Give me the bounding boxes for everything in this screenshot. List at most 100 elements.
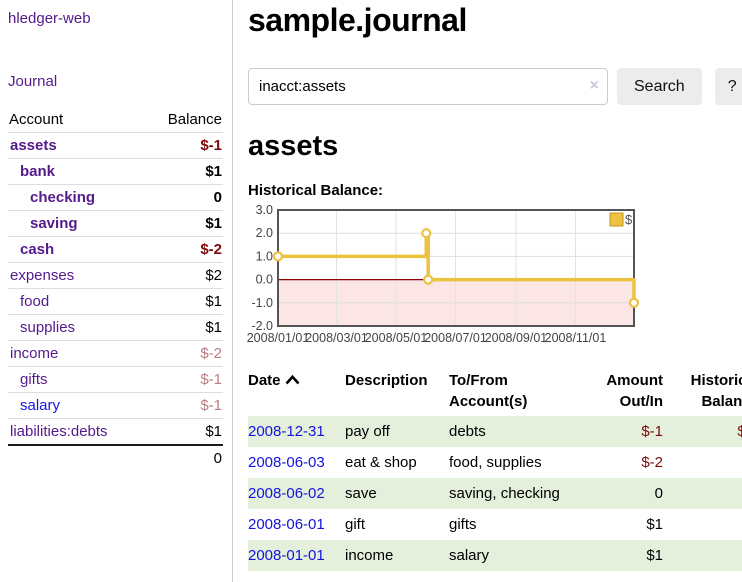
transaction-accounts: gifts — [449, 516, 477, 533]
account-balance: $2 — [145, 262, 223, 289]
account-row: assets $-1 — [8, 132, 223, 159]
transaction-balance: $2 — [665, 478, 742, 509]
account-balance: $1 — [145, 314, 223, 341]
account-link[interactable]: supplies — [20, 319, 76, 336]
account-link[interactable]: income — [10, 345, 59, 362]
account-link[interactable]: liabilities:debts — [10, 423, 108, 440]
x-tick-label: 2008/11/01 — [545, 331, 607, 345]
register-header-amount: Amount Out/In — [606, 372, 663, 410]
search-input-wrap: × — [248, 68, 608, 105]
transaction-balance: $1 — [665, 540, 742, 571]
transaction-date-link[interactable]: 2008-12-31 — [248, 423, 325, 440]
transaction-description: eat & shop — [345, 454, 417, 471]
page-title: sample.journal — [248, 2, 467, 38]
account-row: bank $1 — [8, 158, 223, 185]
search-button[interactable]: Search — [617, 68, 702, 105]
accounts-header-balance: Balance — [167, 111, 222, 128]
transaction-accounts: saving, checking — [449, 485, 560, 502]
transaction-amount: $1 — [646, 547, 663, 564]
search-form: × Search ? — [248, 68, 742, 105]
transaction-row: 2008-12-31 pay off debts $-1 $-1 — [248, 416, 742, 447]
sidebar-nav: Journal — [8, 73, 223, 90]
app-title-link[interactable]: hledger-web — [8, 10, 91, 27]
help-button[interactable]: ? — [714, 68, 742, 105]
account-link[interactable]: checking — [30, 189, 96, 206]
account-row: gifts $-1 — [8, 366, 223, 393]
account-balance: $1 — [145, 210, 223, 237]
accounts-table: Account Balance assets $-1 bank $1 checking 0… — [8, 107, 223, 471]
account-balance: $1 — [145, 418, 223, 445]
x-tick-label: 2008/05/01 — [365, 331, 428, 345]
account-link[interactable]: food — [20, 293, 50, 310]
x-tick-label: 2008/09/01 — [485, 331, 548, 345]
account-heading: assets — [248, 130, 339, 162]
account-link[interactable]: expenses — [10, 267, 75, 284]
account-row: saving $1 — [8, 210, 223, 237]
accounts-total-balance: 0 — [145, 444, 223, 471]
transaction-accounts: food, supplies — [449, 454, 542, 471]
x-tick-label: 2008/07/01 — [424, 331, 487, 345]
clear-search-icon[interactable]: × — [589, 77, 599, 94]
account-link[interactable]: saving — [30, 215, 78, 232]
register-table-body: 2008-12-31 pay off debts $-1 $-1 2008-06-03 ea… — [248, 416, 742, 571]
transaction-row: 2008-06-01 gift gifts $1$2 — [248, 509, 742, 540]
main-content: sample.journal × Search ? assets Histori… — [233, 0, 742, 582]
chart-heading: Historical Balance: — [248, 182, 384, 199]
legend-label: $ — [625, 212, 633, 227]
transaction-date-link[interactable]: 2008-01-01 — [248, 547, 325, 564]
account-row: food $1 — [8, 288, 223, 315]
data-point-marker — [628, 297, 640, 308]
transaction-row: 2008-06-02 save saving, checking 0$2 — [248, 478, 742, 509]
transaction-date-link[interactable]: 2008-06-02 — [248, 485, 325, 502]
accounts-table-body: assets $-1 bank $1 checking 0 saving $1 cash $-2 e… — [8, 132, 223, 471]
register-header-description: Description — [345, 372, 428, 389]
accounts-header-row: Account Balance — [8, 107, 223, 133]
account-row: expenses $2 — [8, 262, 223, 289]
transaction-balance: $2 — [665, 509, 742, 540]
account-link[interactable]: cash — [20, 241, 55, 258]
transaction-balance: 0 — [665, 447, 742, 478]
register-header-balance: Historical Balance — [690, 372, 742, 410]
transaction-date-link[interactable]: 2008-06-03 — [248, 454, 325, 471]
account-row: cash $-2 — [8, 236, 223, 263]
account-link[interactable]: bank — [20, 163, 56, 180]
account-link[interactable]: gifts — [20, 371, 48, 388]
y-tick-label: -1.0 — [251, 296, 273, 310]
x-tick-label: 2008/01/01 — [247, 331, 310, 345]
historical-balance-chart: $3.0 2.0 1.0 0.0 -1.0 -2.0 2008/01/01 2008/03/0… — [247, 203, 742, 347]
account-balance: $1 — [145, 288, 223, 315]
search-input[interactable] — [248, 68, 608, 105]
transaction-description: income — [345, 547, 394, 564]
transaction-amount: $1 — [646, 516, 663, 533]
register-table: Date Description To/From Account(s) Amou… — [248, 368, 742, 571]
accounts-total-row: 0 — [8, 444, 223, 471]
account-link[interactable]: salary — [20, 397, 61, 414]
transaction-date-link[interactable]: 2008-06-01 — [248, 516, 325, 533]
sidebar-item-journal[interactable]: Journal — [8, 73, 58, 90]
account-row: liabilities:debts $1 — [8, 418, 223, 445]
sidebar: hledger-web Journal Account Balance asse… — [0, 0, 233, 582]
y-tick-label: 0.0 — [256, 273, 273, 287]
transaction-row: 2008-01-01 income salary $1$1 — [248, 540, 742, 571]
account-link[interactable]: assets — [10, 137, 57, 154]
register-header-row: Date Description To/From Account(s) Amou… — [248, 368, 742, 416]
account-balance: $-1 — [145, 366, 223, 393]
account-balance: 0 — [145, 184, 223, 211]
account-row: checking 0 — [8, 184, 223, 211]
y-tick-label: 2.0 — [256, 226, 273, 240]
register-header-date[interactable]: Date — [248, 368, 345, 416]
transaction-balance: $-1 — [737, 423, 742, 440]
transaction-description: save — [345, 485, 377, 502]
y-tick-label: 3.0 — [256, 203, 273, 217]
app-title: hledger-web — [8, 10, 223, 27]
transaction-amount: 0 — [654, 485, 663, 502]
account-balance: $-1 — [145, 392, 223, 419]
account-balance: $-2 — [145, 340, 223, 367]
y-tick-label: -2.0 — [251, 319, 273, 333]
x-tick-label: 2008/03/01 — [305, 331, 368, 345]
transaction-row: 2008-06-03 eat & shop food, supplies $-20 — [248, 447, 742, 478]
transaction-accounts: salary — [449, 547, 490, 564]
data-point-marker — [272, 251, 284, 262]
data-point-marker — [423, 274, 434, 285]
